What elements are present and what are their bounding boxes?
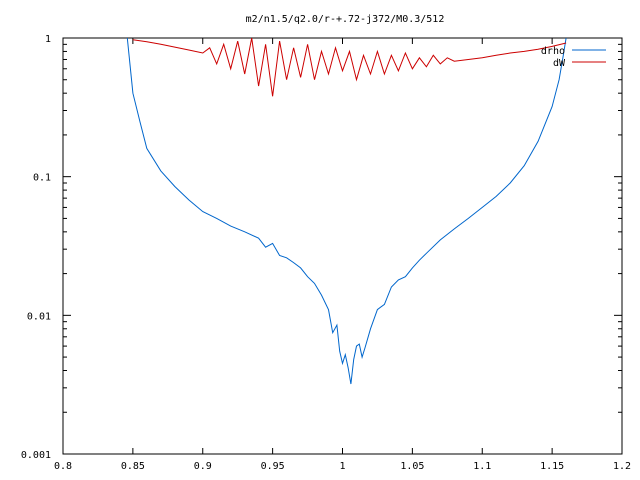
x-tick-label: 0.8 — [54, 461, 72, 472]
x-tick-label: 0.9 — [194, 461, 212, 472]
y-tick-label: 1 — [45, 34, 51, 45]
chart-title: m2/n1.5/q2.0/r-+.72-j372/M0.3/512 — [246, 14, 445, 25]
x-tick-label: 0.85 — [121, 461, 145, 472]
x-tick-label: 1 — [339, 461, 345, 472]
series-line-dW — [132, 38, 567, 97]
x-tick-label: 1.1 — [473, 461, 491, 472]
legend-label-drho: drho — [541, 46, 565, 57]
x-tick-label: 1.2 — [613, 461, 631, 472]
x-tick-label: 0.95 — [261, 461, 285, 472]
series-lines — [126, 38, 567, 385]
y-tick-label: 0.01 — [27, 311, 51, 322]
series-line-drho — [126, 38, 567, 385]
x-tick-label: 1.15 — [540, 461, 564, 472]
axis-ticks: 0.8 0.85 0.9 0.95 1 1.05 1.1 1.15 1.2 0.001 0.01 0.… — [21, 34, 631, 472]
plot-area — [62, 37, 623, 455]
x-tick-label: 1.05 — [400, 461, 424, 472]
y-tick-label: 0.1 — [33, 173, 51, 184]
y-tick-label: 0.001 — [21, 450, 51, 461]
plot-border — [62, 37, 623, 455]
legend-label-dW: dW — [553, 58, 566, 69]
